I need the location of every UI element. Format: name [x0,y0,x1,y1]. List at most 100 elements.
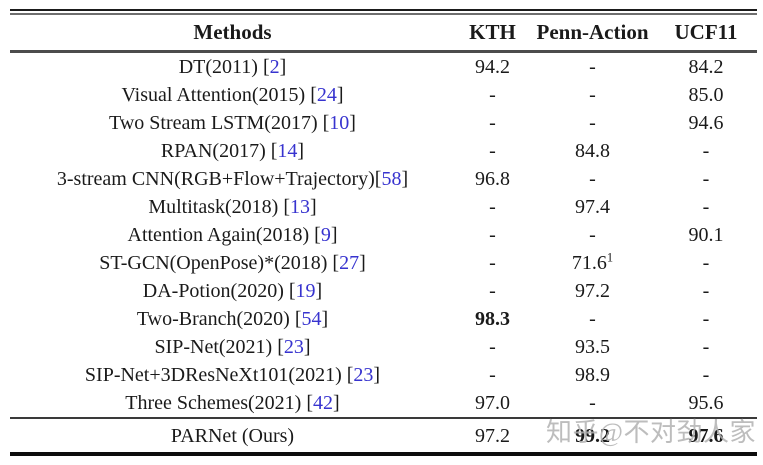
header-kth: KTH [469,20,516,44]
kth-value: - [489,336,496,358]
table-row: 3-stream CNN(RGB+Flow+Trajectory)[58] 96… [10,165,757,193]
citation-bracket: [ [310,84,317,106]
method-cell: 3-stream CNN(RGB+Flow+Trajectory)[58] [10,169,455,189]
citation-link[interactable]: 14 [277,140,298,162]
kth-value: 97.2 [475,424,510,447]
kth-value: - [489,140,496,162]
citation-link[interactable]: 2 [269,56,280,78]
citation-bracket: [ [332,252,340,274]
penn-value: 93.5 [575,336,610,358]
kth-value: 97.0 [475,392,510,414]
citation-bracket: ] [321,308,329,330]
method-name: SIP-Net(2021) [154,336,278,358]
ucf-value: - [702,280,710,302]
kth-value: - [489,280,496,302]
footnote-marker: 1 [606,250,614,265]
table-row: Multitask(2018) [13] - 97.4 - [10,193,757,221]
citation-link[interactable]: 9 [320,224,331,246]
kth-value: - [489,224,496,246]
citation-link[interactable]: 24 [316,84,337,106]
kth-value: - [489,112,496,134]
ucf-value: 90.1 [688,224,724,246]
method-cell: PARNet (Ours) [170,424,295,447]
citation-link[interactable]: 23 [353,364,374,386]
citation-bracket: ] [349,112,356,134]
method-cell: SIP-Net(2021) [23] [10,337,455,357]
citation-bracket: [ [294,308,302,330]
table-header-row: Methods KTH Penn-Action UCF11 [10,15,757,50]
table-row: ST-GCN(OpenPose)*(2018) [27] - 71.61 - [10,249,757,277]
method-cell: Two-Branch(2020) [54] [10,309,455,329]
ucf-value: - [702,140,710,162]
citation-bracket: ] [373,364,381,386]
method-name: RPAN(2017) [160,140,271,162]
ucf-value: - [702,196,710,218]
table-row: Three Schemes(2021) [42] 97.0 - 95.6 [10,389,757,417]
method-name: Two Stream LSTM(2017) [109,112,323,134]
citation-link[interactable]: 10 [329,112,350,134]
citation-link[interactable]: 19 [295,280,316,302]
citation-link[interactable]: 42 [313,392,334,414]
citation-bracket: [ [322,112,330,134]
kth-value: - [489,196,496,218]
bottom-rule [10,452,757,456]
citation-bracket: [ [346,364,354,386]
method-name: Attention Again(2018) [127,224,315,246]
citation-bracket: ] [333,392,340,414]
citation-link[interactable]: 58 [381,168,402,190]
method-name: Multitask(2018) [148,196,284,218]
ucf-value: 84.2 [688,56,724,78]
method-name: SIP-Net+3DResNeXt101(2021) [84,364,347,386]
penn-score: 71.6 [571,252,607,274]
citation-bracket: ] [310,196,317,218]
citation-bracket: [ [306,392,314,414]
table-row: RPAN(2017) [14] - 84.8 - [10,137,757,165]
citation-bracket: ] [279,56,287,78]
citation-bracket: ] [359,252,366,274]
ucf-value: 95.6 [688,392,724,414]
footer-row-parnet: PARNet (Ours) 97.2 99.2 97.6 [10,419,757,452]
citation-link[interactable]: 23 [283,336,304,358]
table-row: SIP-Net+3DResNeXt101(2021) [23] - 98.9 - [10,361,757,389]
kth-value: - [489,364,496,386]
method-name: DA-Potion(2020) [142,280,289,302]
kth-value: 98.3 [475,308,510,330]
kth-value: 94.2 [475,56,510,78]
method-cell: Visual Attention(2015) [24] [10,85,455,105]
ucf-value: 85.0 [688,84,724,106]
citation-link[interactable]: 13 [290,196,310,218]
penn-value: - [589,112,596,134]
ucf-value: - [702,168,710,190]
citation-bracket: [ [262,56,270,78]
citation-link[interactable]: 27 [339,252,360,274]
method-name: Three Schemes(2021) [125,392,307,414]
penn-value: - [589,84,596,106]
citation-link[interactable]: 54 [301,308,322,330]
header-penn-action: Penn-Action [536,20,649,44]
pre-footer-rule [10,417,757,419]
table-row: SIP-Net(2021) [23] - 93.5 - [10,333,757,361]
penn-value: - [589,224,596,246]
header-methods: Methods [193,20,272,44]
header-ucf11: UCF11 [674,20,738,44]
penn-value: 71.61 [530,250,655,274]
method-cell: Two Stream LSTM(2017) [10] [10,113,455,133]
method-cell: Three Schemes(2021) [42] [10,393,455,413]
citation-bracket: ] [401,168,409,190]
penn-value: - [589,308,596,330]
table-row: Two-Branch(2020) [54] 98.3 - - [10,305,757,333]
table-row: Visual Attention(2015) [24] - - 85.0 [10,81,757,109]
penn-value: 97.4 [575,196,610,218]
citation-bracket: ] [315,280,323,302]
method-cell: RPAN(2017) [14] [10,141,455,161]
citation-bracket: ] [297,140,305,162]
table-row: Attention Again(2018) [9] - - 90.1 [10,221,757,249]
method-cell: SIP-Net+3DResNeXt101(2021) [23] [10,365,455,385]
table-row: Two Stream LSTM(2017) [10] - - 94.6 [10,109,757,137]
penn-value: - [589,56,596,78]
method-name: DT(2011) [178,56,263,78]
top-double-rule [10,9,757,15]
method-name: 3-stream CNN(RGB+Flow+Trajectory) [56,168,375,190]
method-cell: DT(2011) [2] [10,57,455,77]
kth-value: - [489,252,496,274]
